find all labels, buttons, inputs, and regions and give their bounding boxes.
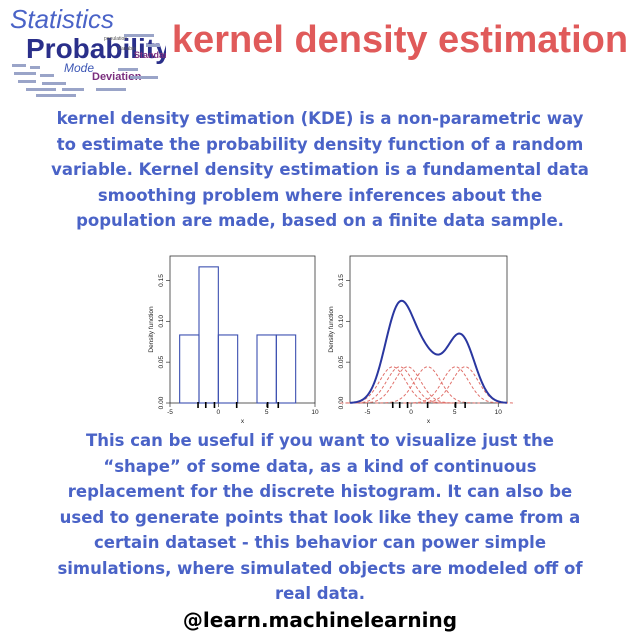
panel2-ytick-label: 0.15	[338, 274, 345, 287]
histogram-bar	[217, 334, 239, 404]
page-title: kernel density estimation	[171, 19, 629, 61]
panel1-frame	[169, 255, 316, 404]
kernel-curve	[412, 366, 515, 404]
logo-word-population: population	[104, 36, 127, 42]
panel2-xtick-label: 10	[495, 409, 503, 416]
panel1-xtick-label: 10	[311, 409, 319, 416]
kde-figure: 0.00 0.05 0.10 0.15 Density function -5 0 5 10 x 0…	[148, 255, 515, 425]
panel2-ytick-label: 0.05	[338, 355, 345, 368]
panel2-xtick-label: 0	[409, 409, 413, 416]
kernel-curve	[403, 366, 508, 404]
kernel-curve	[347, 366, 453, 404]
panel1-ytick-label: 0.05	[158, 355, 165, 368]
histogram-bar	[256, 334, 277, 404]
logo-line2: Probability	[26, 33, 166, 64]
kernel-curve	[355, 366, 460, 404]
histogram-bar	[275, 334, 297, 404]
kernel-curve	[375, 366, 480, 404]
panel2-ytick-label: 0.10	[338, 315, 345, 328]
panel2-ylabel: Density function	[328, 306, 335, 353]
panel2-xtick-label: 5	[453, 409, 457, 416]
panel1-ytick-label: 0.00	[158, 396, 165, 409]
usage-paragraph: This can be useful if you want to visual…	[57, 431, 583, 603]
logo-line1: Statistics	[10, 4, 114, 34]
social-handle: @learn.machinelearning	[182, 608, 458, 632]
panel1-ylabel: Density function	[148, 306, 155, 353]
intro-paragraph: kernel density estimation (KDE) is a non…	[51, 109, 589, 230]
panel1-xtick-label: 5	[265, 409, 269, 416]
logo-word-variable: Variable	[118, 46, 136, 52]
logo-word-cloud	[12, 34, 160, 97]
logo-word-standard: Standard	[134, 50, 166, 60]
histogram-bar	[198, 266, 219, 404]
logo-word-mode: Mode	[64, 61, 94, 75]
panel1-xlabel: x	[241, 418, 245, 425]
panel2-frame	[349, 255, 508, 404]
logo-word-deviation: Deviation	[92, 71, 142, 83]
panel1-xtick-label: -5	[167, 409, 173, 416]
panel2-xlabel: x	[427, 418, 431, 425]
histogram-bar	[179, 334, 200, 404]
statistics-probability-logo: Statistics Probability Deviation Mode St…	[10, 4, 166, 97]
kde-curve	[349, 299, 508, 404]
panel1-xtick-label: 0	[217, 409, 221, 416]
panel2-xtick-label: -5	[365, 409, 371, 416]
panel1-ytick-label: 0.10	[158, 315, 165, 328]
panel1-ytick-label: 0.15	[158, 274, 165, 287]
